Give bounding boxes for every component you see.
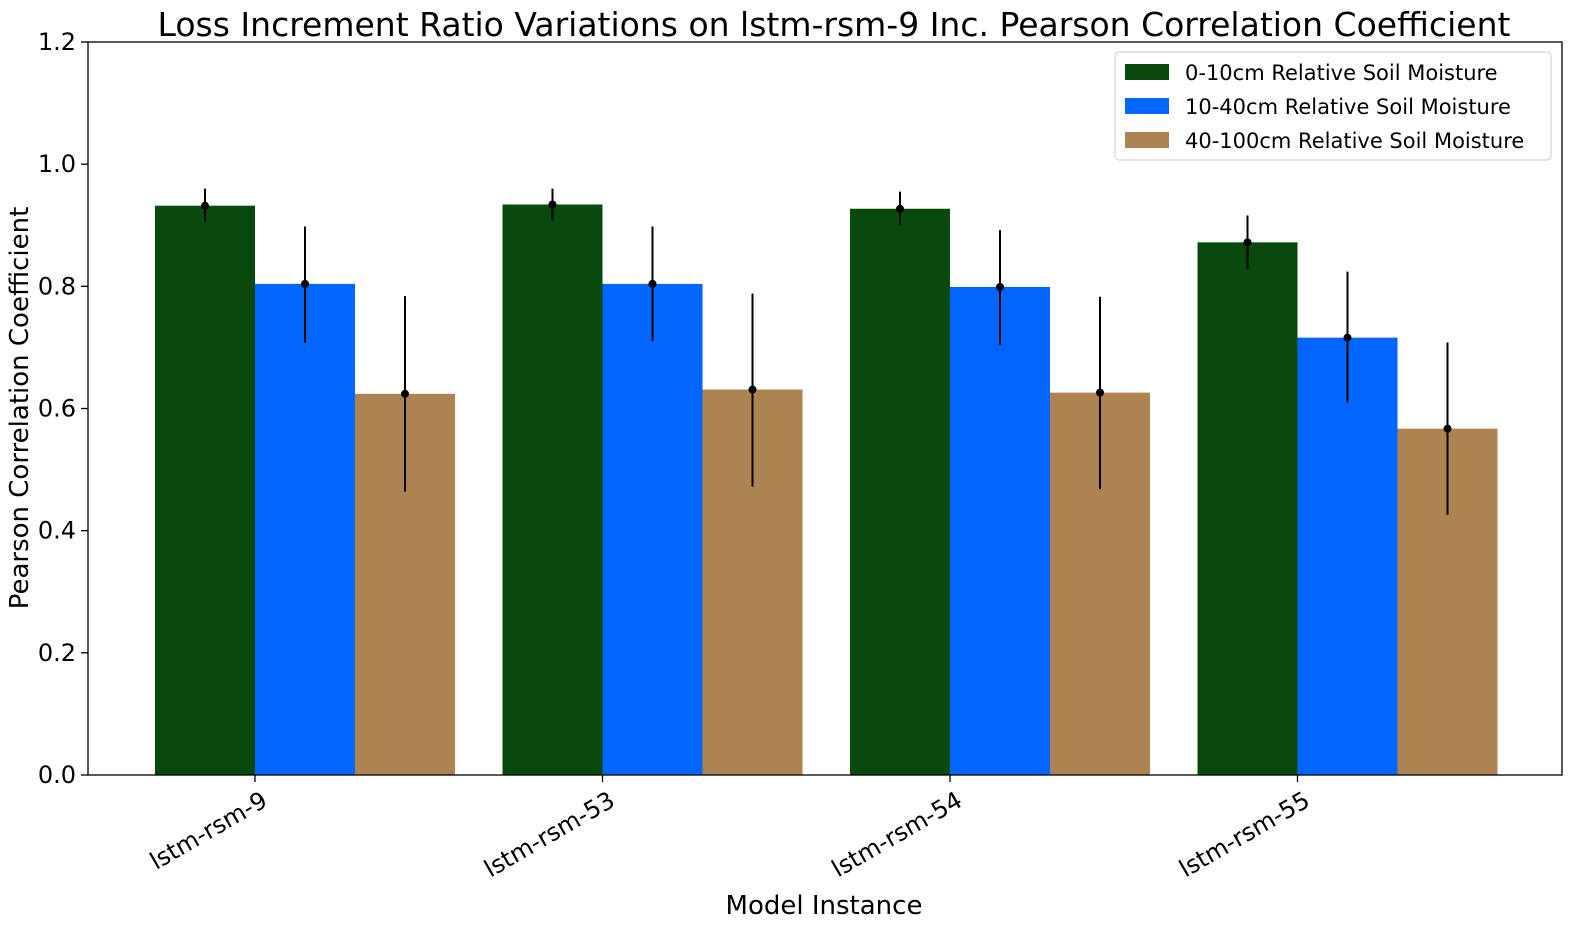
legend: 0-10cm Relative Soil Moisture 10-40cm Rel… — [1114, 51, 1552, 161]
bars-layer — [155, 204, 1498, 775]
bar-lstm-rsm-53-10-40cm-relative-soil-moisture — [602, 283, 703, 775]
bar-lstm-rsm-54-10-40cm-relative-soil-moisture — [950, 286, 1050, 775]
bar-lstm-rsm-53-0-10cm-relative-soil-moisture — [502, 204, 603, 775]
x-axis-label: Model Instance — [726, 891, 923, 921]
y-tick-label: 0.0 — [38, 761, 76, 789]
bar-lstm-rsm-54-0-10cm-relative-soil-moisture — [850, 208, 950, 775]
x-tick-label: lstm-rsm-54 — [827, 786, 967, 883]
y-axis-label: Pearson Correlation Coefficient — [5, 207, 35, 610]
mean-marker — [1243, 238, 1252, 247]
y-tick-label: 0.8 — [38, 272, 76, 300]
bar-lstm-rsm-55-0-10cm-relative-soil-moisture — [1197, 242, 1298, 775]
mean-marker — [548, 200, 557, 209]
chart-title: Loss Increment Ratio Variations on lstm-… — [158, 5, 1511, 44]
y-tick-label: 0.2 — [38, 639, 76, 667]
bar-lstm-rsm-9-10-40cm-relative-soil-moisture — [255, 283, 355, 775]
legend-swatch — [1125, 64, 1169, 80]
bar-lstm-rsm-9-0-10cm-relative-soil-moisture — [155, 205, 255, 775]
mean-marker — [401, 389, 409, 398]
mean-marker — [1343, 333, 1352, 342]
mean-marker — [748, 385, 757, 394]
mean-marker — [996, 282, 1004, 291]
y-tick-label: 1.2 — [38, 28, 76, 56]
errorbars-layer — [201, 188, 1452, 515]
y-tick-label: 0.6 — [38, 395, 76, 423]
mean-marker — [301, 279, 309, 288]
mean-marker — [896, 204, 904, 213]
mean-marker — [1443, 424, 1452, 433]
x-tick-label: lstm-rsm-53 — [479, 786, 619, 883]
mean-marker — [648, 279, 657, 288]
mean-marker — [201, 201, 209, 210]
legend-swatch — [1125, 98, 1169, 114]
legend-label: 0-10cm Relative Soil Moisture — [1185, 61, 1498, 85]
legend-label: 10-40cm Relative Soil Moisture — [1185, 95, 1511, 119]
legend-box — [1114, 51, 1552, 161]
legend-label: 40-100cm Relative Soil Moisture — [1185, 129, 1524, 153]
y-tick-label: 1.0 — [38, 150, 76, 178]
bar-lstm-rsm-55-10-40cm-relative-soil-moisture — [1297, 337, 1398, 775]
legend-swatch — [1125, 132, 1169, 148]
mean-marker — [1096, 388, 1104, 397]
x-tick-label: lstm-rsm-9 — [145, 786, 272, 875]
x-tick-label: lstm-rsm-55 — [1174, 786, 1314, 883]
y-tick-label: 0.4 — [38, 517, 76, 545]
